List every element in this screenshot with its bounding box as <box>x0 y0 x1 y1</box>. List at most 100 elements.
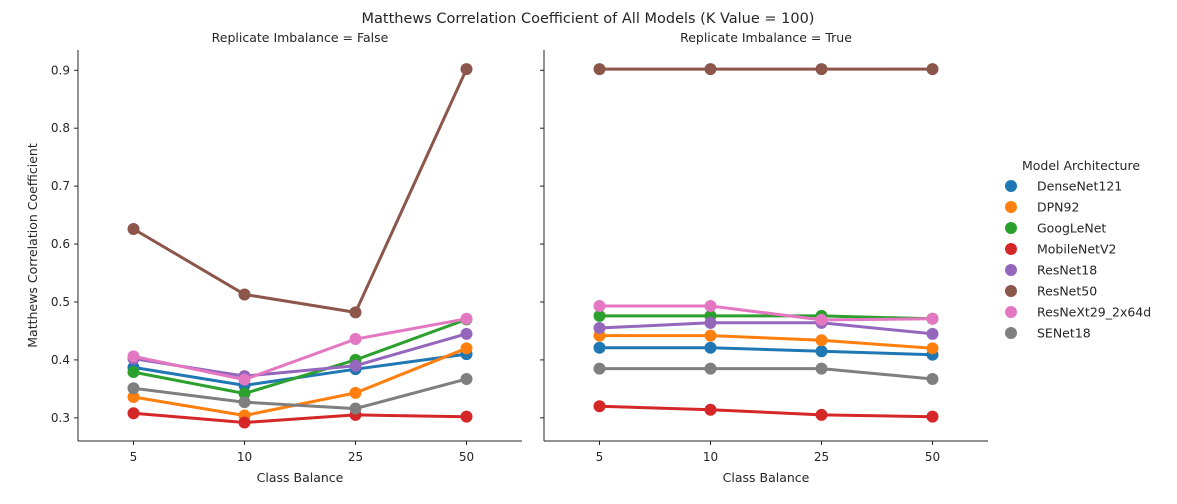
x-axis-label: Class Balance <box>257 470 344 485</box>
data-point <box>593 300 606 313</box>
data-point <box>926 373 939 386</box>
data-point <box>815 334 828 347</box>
x-tick-label: 50 <box>459 450 474 464</box>
series-line <box>598 314 934 321</box>
data-point <box>815 408 828 421</box>
x-tick-label: 10 <box>703 450 718 464</box>
data-point <box>460 373 473 386</box>
data-point <box>349 333 362 346</box>
legend-item: DPN92 <box>1005 200 1079 215</box>
y-tick-label: 0.7 <box>51 179 70 193</box>
data-point <box>593 63 606 76</box>
series-line <box>598 321 934 336</box>
legend-marker <box>1005 285 1017 297</box>
panel-title: Replicate Imbalance = True <box>680 30 852 45</box>
series-line <box>132 317 468 395</box>
legend-marker <box>1005 180 1017 192</box>
series-senet18 <box>593 362 939 386</box>
series-googlenet <box>127 313 473 400</box>
series-line <box>598 346 934 357</box>
data-point <box>926 312 939 325</box>
data-point <box>704 341 717 354</box>
data-point <box>349 306 362 319</box>
panel-1: Replicate Imbalance = False 0.3 0.4 0.5 0.6 0… <box>25 30 522 485</box>
data-point <box>704 329 717 342</box>
data-point <box>704 403 717 416</box>
legend-item: ResNet50 <box>1005 284 1097 299</box>
legend-marker <box>1005 201 1017 213</box>
data-point <box>704 300 717 313</box>
series-line <box>132 377 468 411</box>
legend-item: GoogLeNet <box>1005 221 1106 236</box>
data-point <box>460 312 473 325</box>
data-point <box>238 373 251 386</box>
x-tick-label: 10 <box>237 450 252 464</box>
data-point <box>815 362 828 375</box>
data-point <box>815 313 828 326</box>
data-point <box>127 350 140 363</box>
x-axis-label: Class Balance <box>723 470 810 485</box>
data-point <box>593 309 606 322</box>
series-line <box>598 404 934 419</box>
data-point <box>926 327 939 340</box>
data-point <box>704 63 717 76</box>
data-point <box>238 288 251 301</box>
data-point <box>704 362 717 375</box>
data-point <box>593 341 606 354</box>
series-dpn92 <box>593 329 939 355</box>
y-tick-label: 0.3 <box>51 411 70 425</box>
x-tick-label: 25 <box>348 450 363 464</box>
legend-label: GoogLeNet <box>1037 221 1106 236</box>
data-point <box>349 359 362 372</box>
data-point <box>127 222 140 235</box>
series-densenet121 <box>593 341 939 361</box>
data-point <box>926 342 939 355</box>
y-tick-label: 0.8 <box>51 121 70 135</box>
data-point <box>349 386 362 399</box>
data-point <box>460 410 473 423</box>
series-line <box>598 334 934 350</box>
data-point <box>238 387 251 400</box>
data-point <box>349 402 362 415</box>
data-point <box>238 416 251 429</box>
panel-title: Replicate Imbalance = False <box>212 30 389 45</box>
legend-item: ResNet18 <box>1005 263 1097 278</box>
data-point <box>593 322 606 335</box>
legend-label: ResNet18 <box>1037 263 1097 278</box>
data-point <box>926 63 939 76</box>
data-point <box>127 407 140 420</box>
legend-label: DPN92 <box>1037 200 1079 215</box>
x-tick-label: 25 <box>814 450 829 464</box>
data-point <box>127 390 140 403</box>
legend-title: Model Architecture <box>1022 158 1140 173</box>
legend-item: SENet18 <box>1005 326 1091 341</box>
data-point <box>704 316 717 329</box>
y-tick-label: 0.6 <box>51 237 70 251</box>
legend-marker <box>1005 306 1017 318</box>
series-senet18 <box>127 373 473 415</box>
series-resnet50 <box>593 63 939 76</box>
series-line <box>598 367 934 381</box>
legend-marker <box>1005 222 1017 234</box>
series-line <box>132 67 468 314</box>
series-resnet50 <box>127 63 473 319</box>
data-point <box>593 362 606 375</box>
data-point <box>815 63 828 76</box>
x-tick-label: 5 <box>130 450 138 464</box>
legend-label: MobileNetV2 <box>1037 242 1116 257</box>
data-point <box>127 366 140 379</box>
data-point <box>593 400 606 413</box>
series-line <box>598 304 934 322</box>
y-tick-label: 0.9 <box>51 63 70 77</box>
legend-marker <box>1005 243 1017 255</box>
data-point <box>460 63 473 76</box>
series-resnext29-2x64d <box>127 312 473 386</box>
chart-title: Matthews Correlation Coefficient of All … <box>362 11 815 27</box>
legend-marker <box>1005 327 1017 339</box>
panel-2: Replicate Imbalance = True 5 10 25 50 Class B… <box>540 30 988 485</box>
x-tick-label: 50 <box>925 450 940 464</box>
legend-item: ResNeXt29_2x64d <box>1005 305 1151 320</box>
legend-marker <box>1005 264 1017 276</box>
legend-label: ResNet50 <box>1037 284 1097 299</box>
